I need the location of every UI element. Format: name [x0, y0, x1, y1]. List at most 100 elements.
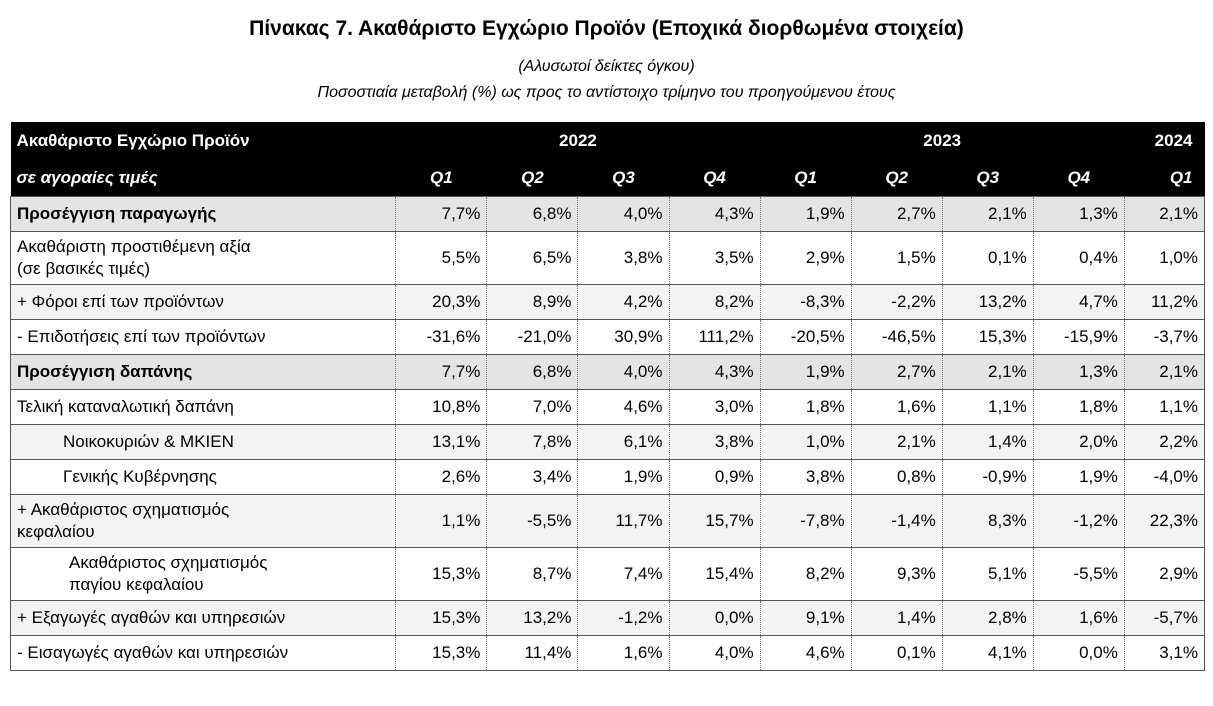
quarter-header: Q3 — [942, 159, 1034, 197]
value-cell: -0,9% — [941, 459, 1034, 495]
value-cell: -5,7% — [1123, 600, 1206, 636]
value-cell: 8,3% — [941, 494, 1034, 548]
value-cell: 1,8% — [759, 389, 852, 425]
value-cell: 11,2% — [1123, 284, 1206, 320]
value-cell: 9,3% — [850, 547, 943, 601]
quarter-header: Q1 — [760, 159, 852, 197]
value-cell: 2,1% — [1123, 354, 1206, 390]
row-label-line2: παγίου κεφαλαίου — [69, 575, 204, 594]
row-label: Προσέγγιση παραγωγής — [9, 196, 397, 232]
gdp-table: Ακαθάριστο Εγχώριο Προϊόν 2022 2023 2024… — [9, 122, 1206, 671]
value-cell: 1,6% — [850, 389, 943, 425]
table-row: Ακαθάριστος σχηματισμός παγίου κεφαλαίου 1… — [9, 547, 1206, 601]
value-cell: 2,1% — [941, 354, 1034, 390]
quarter-header: Q1 — [395, 159, 487, 197]
value-cell: 0,9% — [668, 459, 761, 495]
value-cell: -2,2% — [850, 284, 943, 320]
value-cell: 0,0% — [1032, 635, 1125, 671]
table-row: + Εξαγωγές αγαθών και υπηρεσιών 15,3% 13,2… — [9, 600, 1206, 636]
value-cell: 3,5% — [668, 231, 761, 285]
value-cell: -8,3% — [759, 284, 852, 320]
value-cell: -1,2% — [1032, 494, 1125, 548]
table-row: Τελική καταναλωτική δαπάνη 10,8% 7,0% 4,6% 3… — [9, 389, 1206, 425]
value-cell: 8,7% — [486, 547, 579, 601]
value-cell: 0,8% — [850, 459, 943, 495]
value-cell: 15,3% — [395, 600, 488, 636]
value-cell: 1,8% — [1032, 389, 1125, 425]
row-label: - Εισαγωγές αγαθών και υπηρεσιών — [9, 635, 397, 671]
row-label-line1: + Ακαθάριστος σχηματισμός — [17, 500, 230, 519]
quarter-header: Q2 — [851, 159, 943, 197]
value-cell: 4,7% — [1032, 284, 1125, 320]
value-cell: 22,3% — [1123, 494, 1206, 548]
value-cell: 2,0% — [1032, 424, 1125, 460]
value-cell: -15,9% — [1032, 319, 1125, 355]
value-cell: 3,8% — [759, 459, 852, 495]
row-label: Ακαθάριστος σχηματισμός παγίου κεφαλαίου — [9, 547, 397, 601]
value-cell: 6,8% — [486, 196, 579, 232]
value-cell: -5,5% — [1032, 547, 1125, 601]
value-cell: 2,1% — [850, 424, 943, 460]
value-cell: 1,5% — [850, 231, 943, 285]
row-label: Νοικοκυριών & ΜΚΙΕΝ — [9, 424, 397, 460]
value-cell: 0,0% — [668, 600, 761, 636]
value-cell: 1,9% — [1032, 459, 1125, 495]
table-row: - Εισαγωγές αγαθών και υπηρεσιών 15,3% 11,… — [9, 635, 1206, 671]
value-cell: 1,9% — [759, 354, 852, 390]
value-cell: 2,7% — [850, 354, 943, 390]
value-cell: -21,0% — [486, 319, 579, 355]
row-label: Γενικής Κυβέρνησης — [9, 459, 397, 495]
value-cell: 1,1% — [941, 389, 1034, 425]
table-row: Γενικής Κυβέρνησης 2,6% 3,4% 1,9% 0,9% 3,8% 0,… — [9, 459, 1206, 495]
value-cell: 8,2% — [668, 284, 761, 320]
table-row: Ακαθάριστη προστιθέμενη αξία (σε βασικές … — [9, 231, 1206, 285]
quarter-header: Q2 — [486, 159, 578, 197]
value-cell: 3,0% — [668, 389, 761, 425]
value-cell: 2,1% — [941, 196, 1034, 232]
value-cell: 15,3% — [395, 547, 488, 601]
quarter-header: Q4 — [1033, 159, 1125, 197]
value-cell: 1,1% — [395, 494, 488, 548]
value-cell: 15,4% — [668, 547, 761, 601]
value-cell: 13,2% — [941, 284, 1034, 320]
table-row: - Επιδοτήσεις επί των προϊόντων -31,6% -21… — [9, 319, 1206, 355]
row-label: + Φόροι επί των προϊόντων — [9, 284, 397, 320]
value-cell: -5,5% — [486, 494, 579, 548]
value-cell: 3,4% — [486, 459, 579, 495]
value-cell: -4,0% — [1123, 459, 1206, 495]
value-cell: 2,6% — [395, 459, 488, 495]
value-cell: 15,3% — [395, 635, 488, 671]
value-cell: 4,1% — [941, 635, 1034, 671]
value-cell: 0,1% — [850, 635, 943, 671]
value-cell: 7,7% — [395, 354, 488, 390]
value-cell: 2,2% — [1123, 424, 1206, 460]
value-cell: 15,7% — [668, 494, 761, 548]
value-cell: 1,6% — [577, 635, 670, 671]
year-2024: 2024 — [1124, 122, 1205, 159]
value-cell: 2,9% — [759, 231, 852, 285]
value-cell: 11,4% — [486, 635, 579, 671]
value-cell: 20,3% — [395, 284, 488, 320]
row-label-line2: (σε βασικές τιμές) — [17, 259, 151, 278]
value-cell: 5,1% — [941, 547, 1034, 601]
value-cell: 11,7% — [577, 494, 670, 548]
year-2023: 2023 — [760, 122, 1125, 159]
value-cell: 4,2% — [577, 284, 670, 320]
value-cell: 7,4% — [577, 547, 670, 601]
value-cell: 1,3% — [1032, 354, 1125, 390]
table-row: + Φόροι επί των προϊόντων 20,3% 8,9% 4,2% 8,… — [9, 284, 1206, 320]
value-cell: 3,8% — [577, 231, 670, 285]
table-subtitle-description: Ποσοστιαία μεταβολή (%) ως προς το αντίσ… — [317, 84, 896, 101]
header-row-quarters: σε αγοραίες τιμές Q1 Q2 Q3 Q4 Q1 Q2 Q3 Q… — [10, 159, 1205, 197]
value-cell: -20,5% — [759, 319, 852, 355]
table-row: + Ακαθάριστος σχηματισμός κεφαλαίου 1,1% -5… — [9, 494, 1206, 548]
value-cell: 7,7% — [395, 196, 488, 232]
value-cell: 1,6% — [1032, 600, 1125, 636]
row-label-line1: Ακαθάριστος σχηματισμός — [69, 553, 268, 572]
value-cell: 3,8% — [668, 424, 761, 460]
value-cell: 1,4% — [941, 424, 1034, 460]
row-label: - Επιδοτήσεις επί των προϊόντων — [9, 319, 397, 355]
value-cell: 1,0% — [759, 424, 852, 460]
row-label-line2: κεφαλαίου — [17, 522, 95, 541]
row-label: Τελική καταναλωτική δαπάνη — [9, 389, 397, 425]
